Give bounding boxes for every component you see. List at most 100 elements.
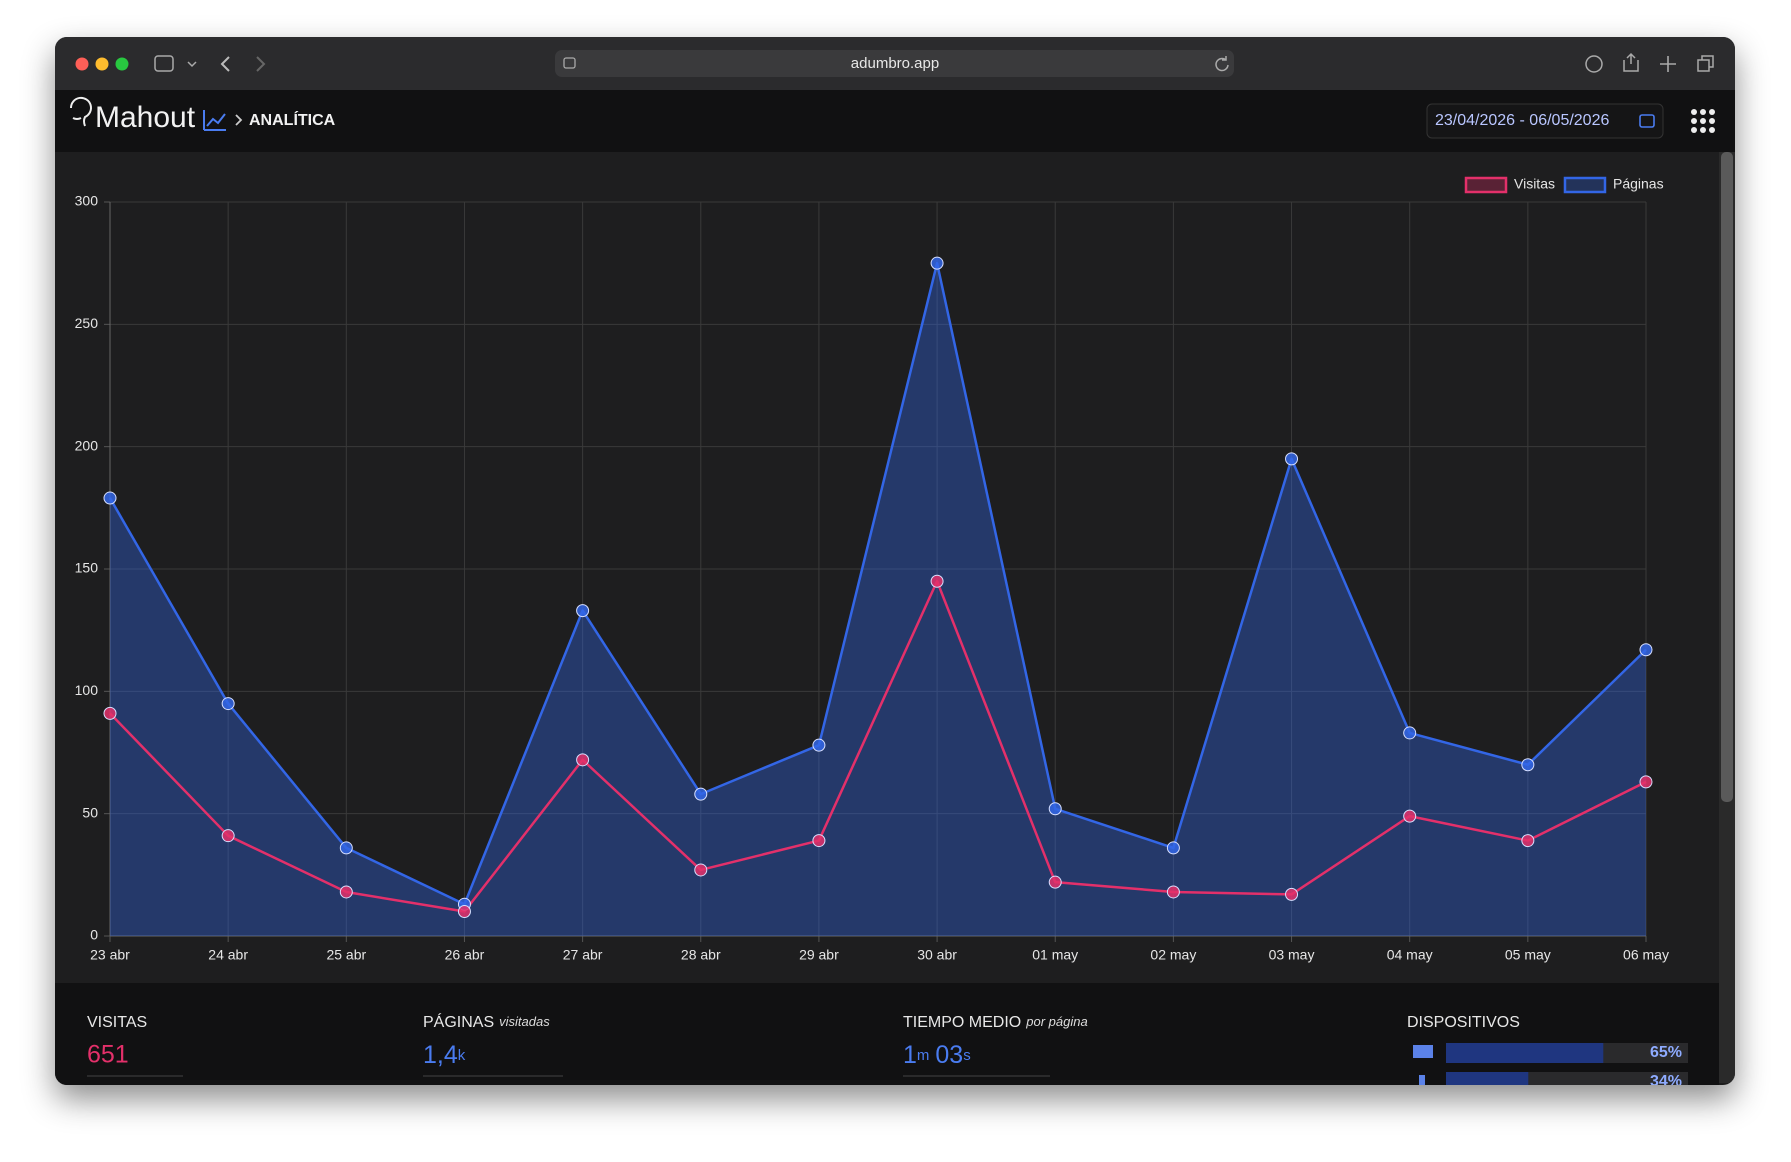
pages-unit: k [458,1047,466,1064]
date-range: 23/04/2026 - 06/05/2026 [1435,112,1609,129]
scrollbar-thumb[interactable] [1721,152,1733,802]
brand-logo [69,96,92,127]
chart-panel [55,152,1719,983]
y-tick-label: 150 [75,560,99,576]
new-tab-button[interactable] [1660,56,1676,72]
visits-value: 651 [87,1041,129,1069]
devices-bars: 65% 34% [1446,1043,1688,1090]
data-point [103,491,117,505]
data-point [930,256,944,270]
x-tick-label: 27 abr [563,947,603,963]
time-label-text: TIEMPO MEDIO [903,1014,1021,1031]
x-tick-label: 02 may [1150,947,1196,963]
pages-number: 1,4 [423,1041,458,1069]
reload-button[interactable] [1215,56,1229,72]
area [110,263,1646,937]
share-button[interactable] [1623,52,1639,72]
desktop-icon [1413,1045,1433,1058]
downloads-button[interactable] [1585,55,1603,73]
y-tick-label: 200 [75,437,99,453]
visits-label: VISITAS [87,1014,147,1031]
time-seconds: 03 [935,1041,963,1069]
data-point [1166,885,1180,899]
section-title: ANALÍTICA [249,110,336,129]
data-point [1521,834,1535,848]
data-point [1639,643,1653,657]
data-point [103,706,117,720]
data-point [576,753,590,767]
y-tick-label: 250 [75,315,99,331]
y-tick-label: 300 [75,193,99,209]
stats-panel [55,983,1719,1085]
x-tick-label: 01 may [1032,947,1078,963]
x-tick-label: 03 may [1269,947,1315,963]
device-bar [1446,1043,1604,1063]
legend-label: Visitas [1514,176,1555,192]
data-point [221,829,235,843]
time-minutes-unit: m [917,1047,930,1064]
breadcrumb-separator [235,114,243,126]
date-range-picker[interactable] [1426,103,1664,139]
data-point [1639,775,1653,789]
pages-label: PÁGINAS visitadas [423,1012,550,1031]
time-value: 1m 03s [903,1041,971,1069]
url: adumbro.app [851,55,939,72]
legend-swatch [1464,176,1508,194]
data-point [457,905,471,919]
x-tick-label: 23 abr [90,947,130,963]
back-button[interactable] [220,56,230,72]
address-bar[interactable] [555,50,1234,77]
data-point [1285,452,1299,466]
data-point [339,841,353,855]
x-tick-label: 30 abr [917,947,957,963]
devices-label: DISPOSITIVOS [1407,1014,1520,1031]
data-point [1048,802,1062,816]
sidebar-menu[interactable] [187,61,197,68]
x-tick-label: 06 may [1623,947,1669,963]
site-icon [563,57,576,69]
device-value-label: 34% [1650,1073,1682,1090]
x-tick-label: 04 may [1387,947,1433,963]
x-tick-label: 05 may [1505,947,1551,963]
time-label: TIEMPO MEDIO por página [903,1014,1088,1031]
minimize-button[interactable] [95,57,109,71]
series-line [109,579,1647,913]
data-point [339,885,353,899]
data-point [221,697,235,711]
pages-value: 1,4k [423,1041,466,1069]
x-tick-label: 29 abr [799,947,839,963]
tabs-button[interactable] [1697,55,1714,72]
analytics-icon [203,110,226,131]
legend-swatch [1563,176,1607,194]
window-content: adumbro.app Mahout ANALÍTICA 23/04/2026 … [55,37,1735,1090]
x-tick-label: 26 abr [445,947,485,963]
data-point [812,834,826,848]
time-seconds-unit: s [963,1047,971,1064]
series-line [108,261,1647,906]
time-minutes: 1 [903,1041,917,1069]
x-tick-label: 25 abr [326,947,366,963]
device-bar [1446,1072,1529,1085]
time-note: por página [1025,1014,1087,1029]
data-point [694,863,708,877]
calendar-icon [1639,114,1655,128]
data-point [1166,841,1180,855]
x-tick-label: 24 abr [208,947,248,963]
sidebar-button[interactable] [154,55,174,72]
mobile-icon [1419,1075,1425,1085]
pages-note: visitadas [499,1014,550,1029]
chart: 0 50 100 150 200 250 300 23 abr 24 abr 25 abr 26 a… [75,176,1669,963]
brand-name[interactable]: Mahout [95,101,196,134]
forward-button[interactable] [256,56,266,72]
apps-menu[interactable] [1691,109,1715,133]
data-point [1285,887,1299,901]
y-tick-label: 0 [90,927,98,943]
legend-label: Páginas [1613,176,1664,192]
data-point [1403,809,1417,823]
close-button[interactable] [75,57,89,71]
zoom-button[interactable] [115,57,129,71]
y-tick-label: 100 [75,682,99,698]
